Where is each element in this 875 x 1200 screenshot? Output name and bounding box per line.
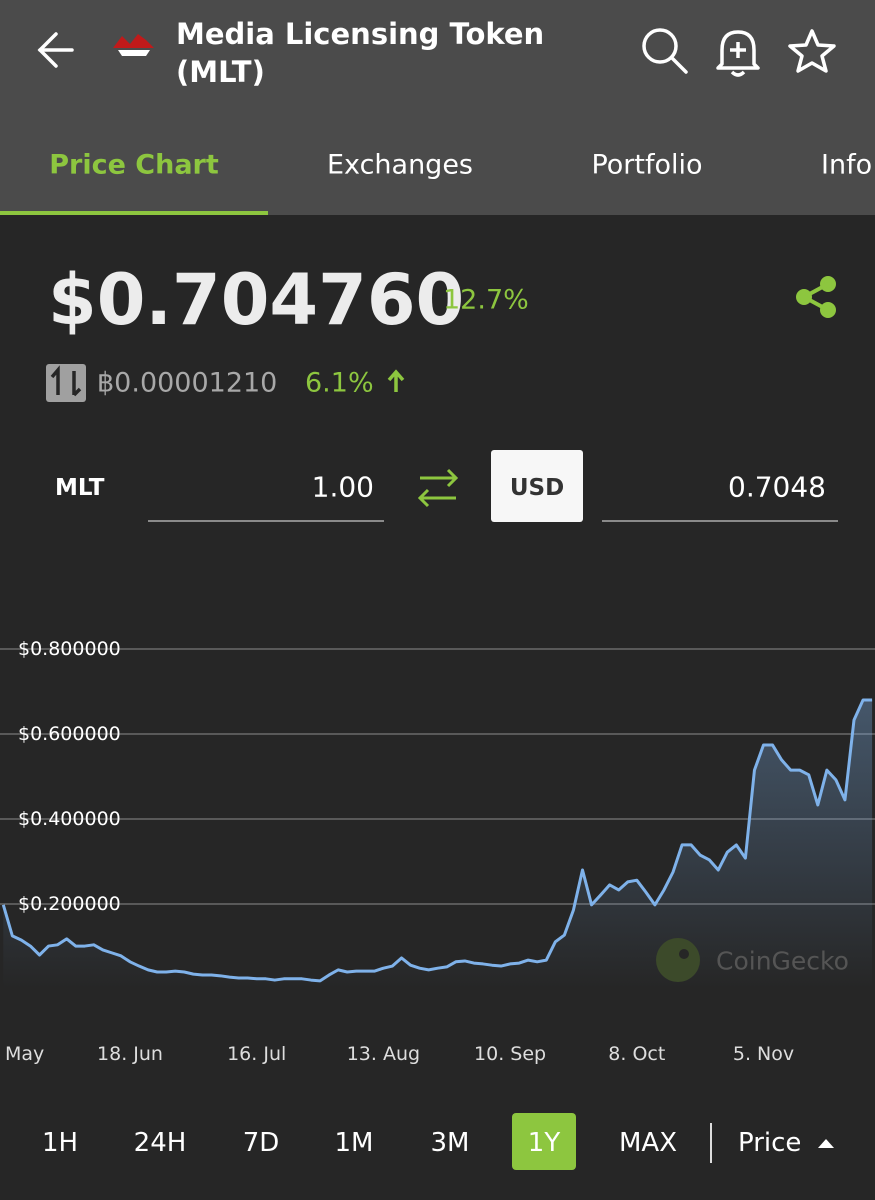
favorite-button[interactable]	[788, 29, 836, 73]
to-input[interactable]: 0.7048	[728, 471, 826, 504]
y-tick-label: $0.800000	[18, 638, 121, 660]
from-input[interactable]: 1.00	[312, 471, 374, 504]
y-tick-label: $0.400000	[18, 808, 121, 830]
back-button[interactable]	[37, 32, 74, 68]
price-btc: ฿0.00001210	[97, 368, 277, 399]
area-fill	[3, 700, 873, 989]
x-tick-label: 8. Oct	[608, 1043, 665, 1065]
metric-selector[interactable]: Price	[738, 1128, 801, 1158]
watermark: CoinGecko	[716, 947, 849, 976]
search-button[interactable]	[642, 28, 688, 74]
up-arrow	[387, 369, 405, 392]
x-tick-label: May	[5, 1043, 44, 1065]
x-tick-label: 18. Jun	[97, 1043, 163, 1065]
coin-logo	[113, 34, 154, 56]
tab[interactable]: Info	[821, 150, 872, 181]
range-button[interactable]: 3M	[431, 1128, 470, 1158]
range-selector: 1H 24H 7D 1M 3M 1Y MAX	[42, 1113, 677, 1170]
x-tick-label: 16. Jul	[227, 1043, 286, 1065]
range-button[interactable]: 1M	[335, 1128, 374, 1158]
coin-title: Media Licensing Token	[176, 17, 544, 51]
price-line	[1, 698, 873, 983]
price-usd: $0.704760	[48, 259, 464, 341]
tab[interactable]: Exchanges	[327, 150, 473, 181]
range-button[interactable]: 7D	[243, 1128, 280, 1158]
range-button[interactable]: 24H	[134, 1128, 187, 1158]
swap-button[interactable]	[417, 468, 459, 508]
x-tick-label: 10. Sep	[474, 1043, 546, 1065]
price-btc-change: 6.1%	[305, 368, 374, 399]
tab[interactable]: Price Chart	[49, 150, 219, 181]
swap-currency-icon[interactable]	[46, 364, 86, 402]
range-button[interactable]: MAX	[619, 1128, 677, 1158]
to-currency[interactable]: USD	[510, 475, 564, 501]
share-button[interactable]	[796, 276, 836, 318]
from-currency: MLT	[55, 475, 105, 501]
price-chart: $0.200000 $0.400000 $0.600000 $0.800000 May 1…	[0, 638, 875, 1065]
range-button[interactable]: 1H	[42, 1128, 78, 1158]
coin-symbol: (MLT)	[176, 55, 265, 89]
watermark-logo	[656, 938, 700, 982]
price-change: 12.7%	[443, 285, 529, 316]
range-highlight	[512, 1113, 576, 1170]
y-tick-label: $0.600000	[18, 723, 121, 745]
tab[interactable]: Portfolio	[591, 150, 702, 181]
x-tick-label: 13. Aug	[347, 1043, 420, 1065]
tab-indicator	[0, 211, 268, 215]
y-tick-label: $0.200000	[18, 893, 121, 915]
range-button[interactable]: 1Y	[528, 1128, 561, 1158]
dropdown-arrow	[818, 1139, 834, 1148]
to-currency-button[interactable]	[491, 450, 583, 522]
alert-button[interactable]	[716, 30, 760, 77]
x-tick-label: 5. Nov	[733, 1043, 794, 1065]
